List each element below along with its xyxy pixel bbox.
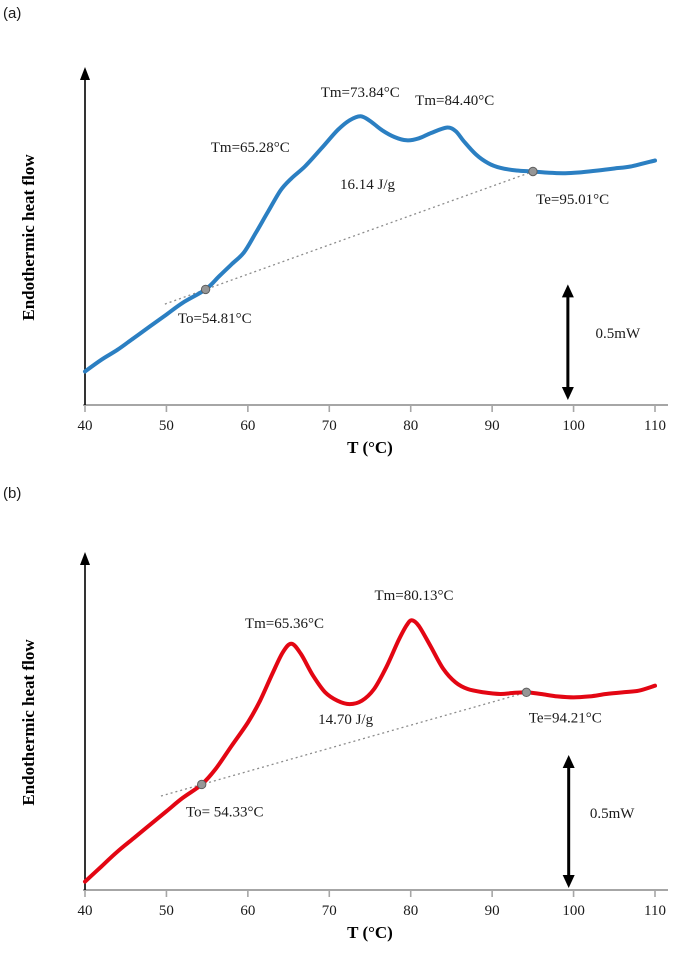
x-tick-label: 70: [322, 903, 337, 919]
x-axis-title: T (°C): [347, 438, 393, 457]
heat-flow-curve: [83, 114, 657, 374]
x-axis-title: T (°C): [347, 923, 393, 942]
x-tick-label: 60: [240, 903, 255, 919]
integration-baseline: [160, 691, 527, 797]
x-tick-label: 80: [403, 418, 418, 434]
chart-b-dsc-curve-red: 40 50 60 70 80 90 100 110 T (°C) Endothermic heat…: [19, 552, 668, 942]
x-tick-label: 40: [78, 418, 93, 434]
scalebar-label: 0.5mW: [596, 326, 641, 342]
annotation-label: Tm=65.28°C: [211, 140, 290, 156]
annotation-label: Tm=80.13°C: [374, 588, 453, 604]
scalebar-arrow-up-icon: [561, 284, 574, 298]
x-tick-label: 60: [240, 418, 255, 434]
x-tick-label: 90: [485, 903, 500, 919]
y-axis-arrowhead-icon: [80, 552, 90, 565]
end-temperature-marker: [528, 166, 538, 177]
annotation-label: Tm=84.40°C: [415, 93, 494, 109]
scalebar-arrow-down-icon: [562, 874, 575, 888]
x-tick-label: 40: [78, 903, 93, 919]
x-tick-label: 110: [644, 418, 666, 434]
x-tick-label: 50: [159, 903, 174, 919]
scalebar-arrow-down-icon: [561, 386, 574, 400]
end-temperature-marker: [521, 687, 532, 698]
scalebar-label: 0.5mW: [590, 806, 635, 822]
y-axis-title: Endothermic heat flow: [19, 154, 38, 321]
x-tick-label: 80: [403, 903, 418, 919]
annotation-label: Tm=65.36°C: [245, 616, 324, 632]
chart-a-dsc-curve-blue: 40 50 60 70 80 90 100 110 T (°C) Endothermic heat…: [19, 67, 668, 457]
integration-baseline: [164, 170, 534, 305]
scalebar-arrow-up-icon: [562, 754, 575, 768]
x-tick-label: 100: [562, 903, 585, 919]
annotation-label: Te=94.21°C: [529, 711, 602, 727]
x-tick-label: 50: [159, 418, 174, 434]
annotation-label: Tm=73.84°C: [321, 85, 400, 101]
annotation-label: 14.70 J/g: [318, 712, 374, 728]
annotation-label: To=54.81°C: [178, 311, 252, 327]
panel-b-label: (b): [3, 485, 22, 502]
onset-temperature-marker: [196, 779, 207, 790]
annotation-label: 16.14 J/g: [340, 177, 396, 193]
annotation-label: To= 54.33°C: [186, 804, 264, 820]
x-tick-label: 100: [562, 418, 585, 434]
x-tick-label: 70: [322, 418, 337, 434]
x-tick-label: 90: [485, 418, 500, 434]
onset-temperature-marker: [200, 284, 211, 295]
y-axis-title: Endothermic heat flow: [19, 639, 38, 806]
y-axis-arrowhead-icon: [80, 67, 90, 80]
x-tick-label: 110: [644, 903, 666, 919]
annotation-label: Te=95.01°C: [536, 192, 609, 208]
panel-a-label: (a): [3, 5, 22, 22]
